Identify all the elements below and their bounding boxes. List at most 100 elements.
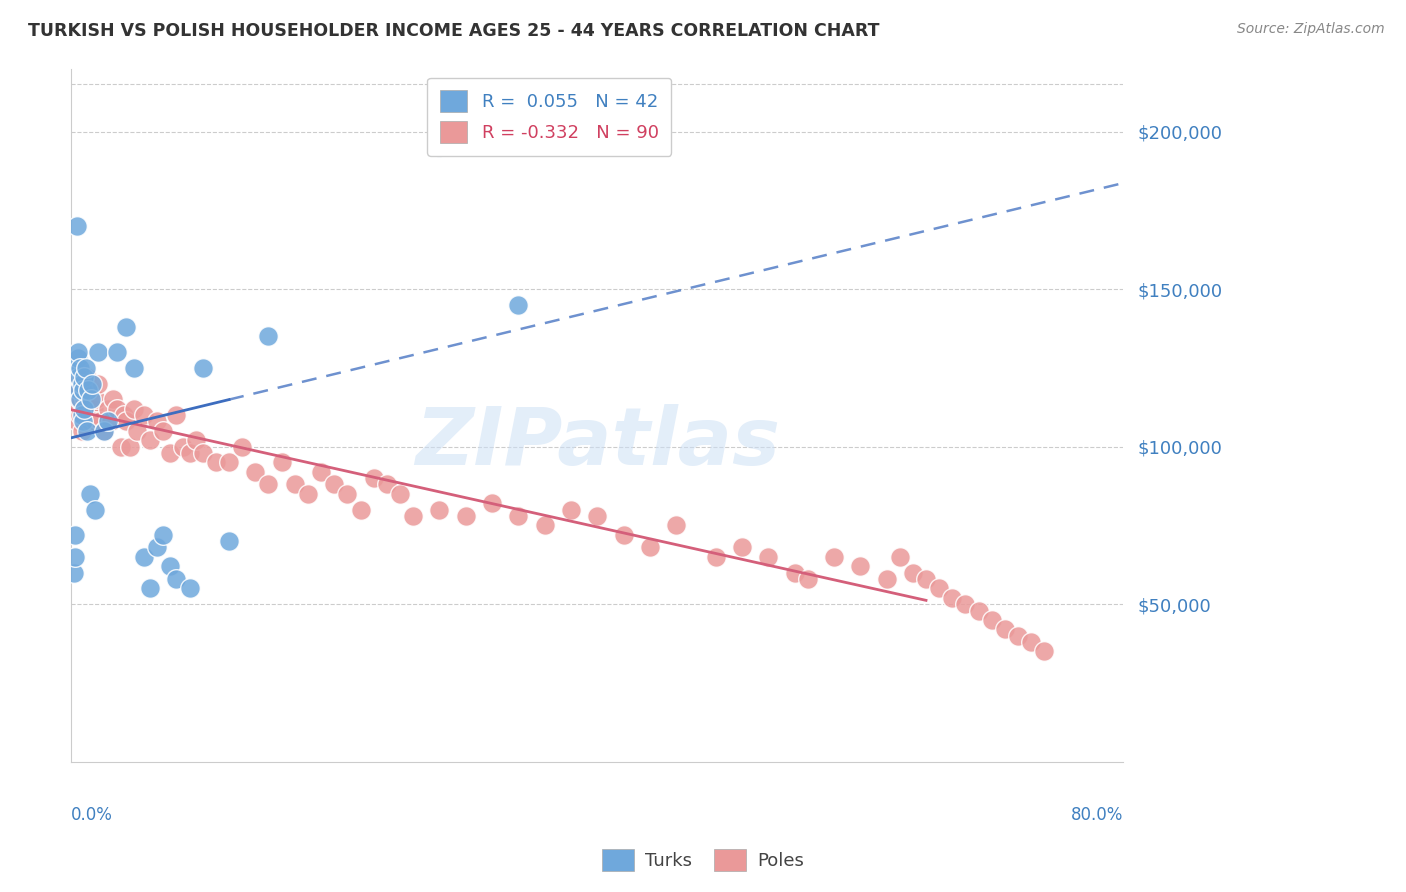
Point <box>115 414 138 428</box>
Point <box>402 508 425 523</box>
Point <box>66 351 89 366</box>
Point <box>66 360 89 375</box>
Point <box>612 528 634 542</box>
Point <box>73 370 96 384</box>
Point <box>665 518 688 533</box>
Point <box>205 455 228 469</box>
Point <box>429 140 451 154</box>
Point <box>756 549 779 564</box>
Point <box>63 528 86 542</box>
Point <box>100 414 122 428</box>
Point <box>218 455 240 469</box>
Point <box>876 572 898 586</box>
Point <box>139 434 162 448</box>
Point <box>69 392 91 407</box>
Point <box>63 401 86 416</box>
Legend: Turks, Poles: Turks, Poles <box>595 842 811 879</box>
Point <box>69 360 91 375</box>
Point <box>82 376 104 391</box>
Point <box>481 496 503 510</box>
Point <box>796 572 818 586</box>
Point <box>132 549 155 564</box>
Point <box>375 477 398 491</box>
Point <box>93 424 115 438</box>
Point <box>82 408 104 422</box>
Point <box>967 603 990 617</box>
Point <box>76 424 98 438</box>
Point <box>849 559 872 574</box>
Point <box>928 582 950 596</box>
Point <box>76 370 98 384</box>
Point <box>84 502 107 516</box>
Point <box>125 424 148 438</box>
Point <box>83 401 105 416</box>
Point <box>508 508 530 523</box>
Point <box>889 549 911 564</box>
Point <box>73 392 96 407</box>
Point <box>103 392 125 407</box>
Point <box>63 566 86 580</box>
Legend: R =  0.055   N = 42, R = -0.332   N = 90: R = 0.055 N = 42, R = -0.332 N = 90 <box>427 78 671 156</box>
Point <box>245 465 267 479</box>
Point <box>186 434 208 448</box>
Point <box>66 345 89 359</box>
Point <box>75 360 97 375</box>
Point <box>179 582 201 596</box>
Point <box>165 572 187 586</box>
Point <box>191 446 214 460</box>
Point <box>257 477 280 491</box>
Point <box>994 623 1017 637</box>
Point <box>560 502 582 516</box>
Point <box>67 383 90 397</box>
Point <box>152 424 174 438</box>
Point <box>62 383 84 397</box>
Point <box>67 392 90 407</box>
Point <box>110 440 132 454</box>
Point <box>139 582 162 596</box>
Point <box>159 446 181 460</box>
Point <box>75 401 97 416</box>
Point <box>284 477 307 491</box>
Point <box>270 455 292 469</box>
Point <box>105 345 128 359</box>
Point <box>77 383 100 397</box>
Point <box>152 528 174 542</box>
Point <box>783 566 806 580</box>
Point <box>429 502 451 516</box>
Point <box>638 541 661 555</box>
Point <box>533 518 555 533</box>
Point <box>159 559 181 574</box>
Point <box>73 401 96 416</box>
Point <box>1007 629 1029 643</box>
Point <box>297 487 319 501</box>
Point <box>77 392 100 407</box>
Point <box>1019 635 1042 649</box>
Point <box>97 401 120 416</box>
Point <box>93 424 115 438</box>
Point <box>84 414 107 428</box>
Point <box>731 541 754 555</box>
Text: Source: ZipAtlas.com: Source: ZipAtlas.com <box>1237 22 1385 37</box>
Point <box>132 408 155 422</box>
Point <box>86 345 108 359</box>
Point <box>79 487 101 501</box>
Point <box>112 408 135 422</box>
Point <box>80 392 103 407</box>
Point <box>955 597 977 611</box>
Point <box>65 219 87 233</box>
Point <box>980 613 1002 627</box>
Point <box>179 446 201 460</box>
Point <box>145 541 167 555</box>
Point <box>70 376 93 391</box>
Point <box>231 440 253 454</box>
Point <box>67 370 90 384</box>
Point <box>86 376 108 391</box>
Text: 80.0%: 80.0% <box>1071 805 1123 824</box>
Point <box>915 572 938 586</box>
Point <box>72 414 94 428</box>
Point <box>115 319 138 334</box>
Point <box>165 408 187 422</box>
Point <box>72 383 94 397</box>
Point <box>89 414 111 428</box>
Point <box>70 424 93 438</box>
